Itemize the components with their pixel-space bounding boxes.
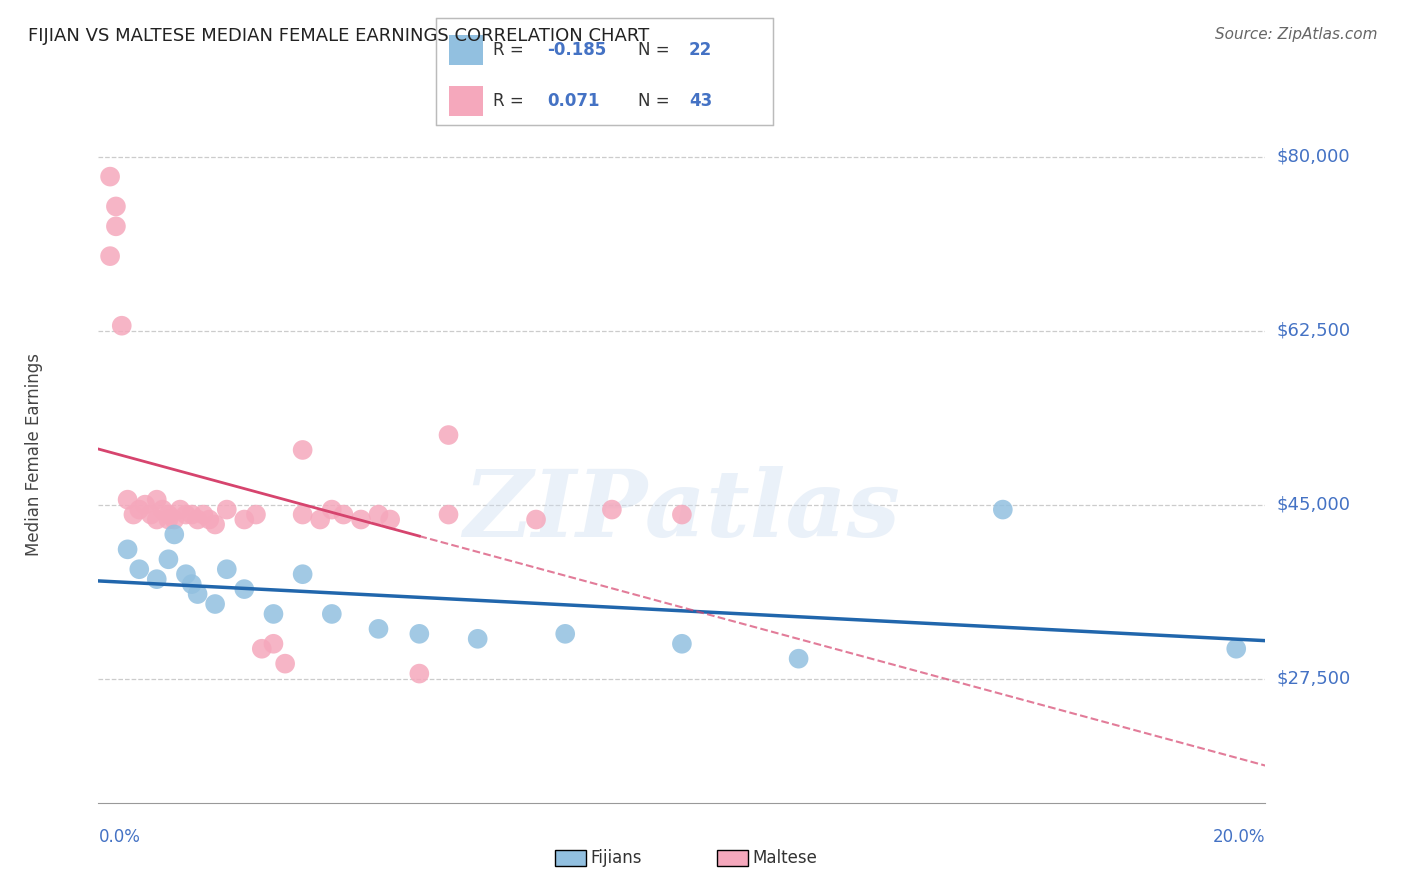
Text: 20.0%: 20.0% xyxy=(1213,828,1265,846)
FancyBboxPatch shape xyxy=(450,87,484,116)
Point xyxy=(193,508,215,522)
Point xyxy=(111,318,134,333)
Text: Fijians: Fijians xyxy=(591,849,643,867)
Point xyxy=(600,502,623,516)
Point xyxy=(117,542,139,557)
Point xyxy=(262,607,284,621)
Point xyxy=(128,562,150,576)
Point xyxy=(291,508,314,522)
Point xyxy=(245,508,267,522)
Point xyxy=(169,502,191,516)
Text: 22: 22 xyxy=(689,41,713,59)
Text: FIJIAN VS MALTESE MEDIAN FEMALE EARNINGS CORRELATION CHART: FIJIAN VS MALTESE MEDIAN FEMALE EARNINGS… xyxy=(28,27,650,45)
Point xyxy=(204,597,226,611)
Point xyxy=(787,651,810,665)
Point xyxy=(157,508,180,522)
Text: ZIPatlas: ZIPatlas xyxy=(464,466,900,556)
Point xyxy=(233,582,256,596)
Point xyxy=(98,249,121,263)
Point xyxy=(367,622,389,636)
Text: R =: R = xyxy=(494,41,529,59)
Text: R =: R = xyxy=(494,93,529,111)
Point xyxy=(187,512,209,526)
Text: $80,000: $80,000 xyxy=(1277,148,1350,166)
Text: 0.0%: 0.0% xyxy=(98,828,141,846)
Point xyxy=(671,637,693,651)
Point xyxy=(128,502,150,516)
Point xyxy=(250,641,273,656)
Point xyxy=(291,567,314,582)
Point xyxy=(187,587,209,601)
Text: 43: 43 xyxy=(689,93,713,111)
Point xyxy=(152,502,174,516)
Text: $62,500: $62,500 xyxy=(1277,322,1351,340)
Point xyxy=(163,527,186,541)
Point xyxy=(215,562,238,576)
Point xyxy=(350,512,373,526)
Point xyxy=(408,666,430,681)
Text: 0.071: 0.071 xyxy=(547,93,600,111)
Point xyxy=(104,199,127,213)
Point xyxy=(367,508,389,522)
Point xyxy=(122,508,145,522)
Point xyxy=(262,637,284,651)
Point xyxy=(332,508,354,522)
Point xyxy=(146,572,169,586)
Point xyxy=(180,508,202,522)
FancyBboxPatch shape xyxy=(450,35,484,65)
Point xyxy=(104,219,127,234)
Point xyxy=(204,517,226,532)
Text: $27,500: $27,500 xyxy=(1277,670,1351,688)
Point xyxy=(157,552,180,566)
Point xyxy=(163,512,186,526)
Point xyxy=(378,512,402,526)
Point xyxy=(233,512,256,526)
Point xyxy=(321,607,343,621)
Point xyxy=(139,508,162,522)
Text: Maltese: Maltese xyxy=(752,849,817,867)
Point xyxy=(117,492,139,507)
Point xyxy=(408,627,430,641)
Point xyxy=(321,502,343,516)
Point xyxy=(174,508,197,522)
Point xyxy=(274,657,297,671)
Point xyxy=(291,442,314,457)
Text: N =: N = xyxy=(638,41,675,59)
Point xyxy=(146,512,169,526)
Text: -0.185: -0.185 xyxy=(547,41,606,59)
Point xyxy=(134,498,156,512)
Point xyxy=(309,512,332,526)
Point xyxy=(1225,641,1247,656)
Point xyxy=(174,567,197,582)
Text: N =: N = xyxy=(638,93,675,111)
Point xyxy=(991,502,1014,516)
Point xyxy=(215,502,238,516)
Point xyxy=(157,512,180,526)
Point xyxy=(437,428,460,442)
Point xyxy=(98,169,121,184)
Text: Source: ZipAtlas.com: Source: ZipAtlas.com xyxy=(1215,27,1378,42)
Point xyxy=(554,627,576,641)
Point xyxy=(437,508,460,522)
Point xyxy=(198,512,221,526)
Point xyxy=(467,632,489,646)
Point xyxy=(524,512,547,526)
Text: Median Female Earnings: Median Female Earnings xyxy=(25,353,44,557)
Point xyxy=(180,577,202,591)
Point xyxy=(671,508,693,522)
Text: $45,000: $45,000 xyxy=(1277,496,1351,514)
Point xyxy=(146,492,169,507)
